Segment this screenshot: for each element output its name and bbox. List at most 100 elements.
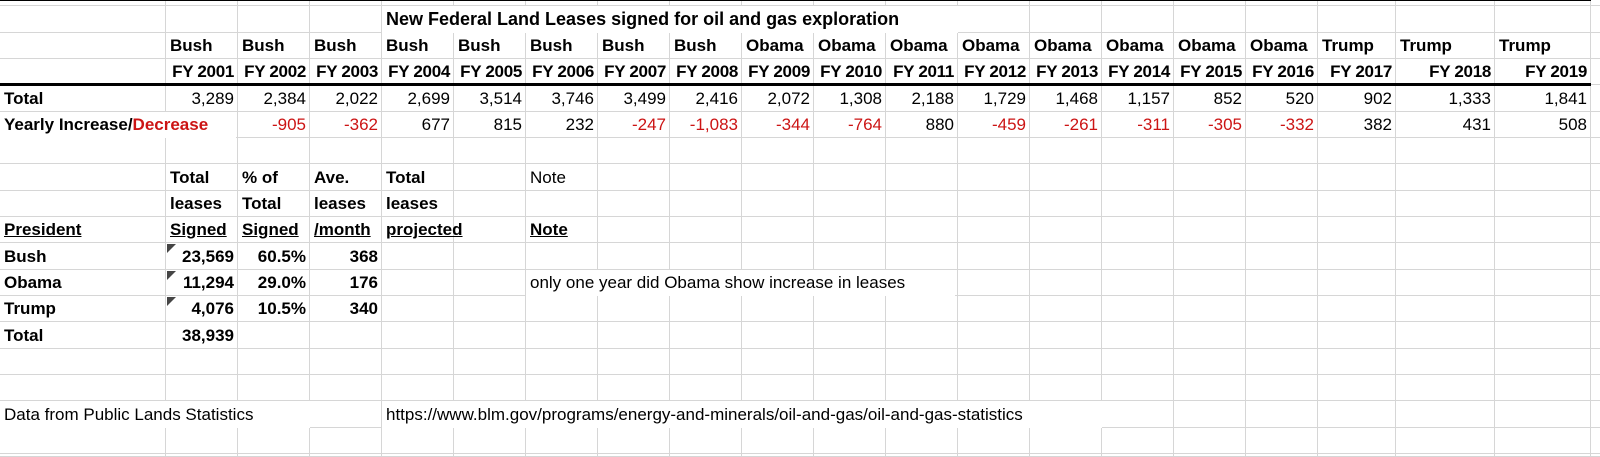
summary-total-leases-bush[interactable]: 23,569 [182, 247, 234, 266]
president-header-cell[interactable]: Trump [1400, 36, 1452, 55]
summary-header-total-leases-3[interactable]: Signed [170, 220, 227, 239]
fiscal-year-cell[interactable]: FY 2013 [1036, 62, 1098, 81]
yearly-change-cell[interactable]: 232 [565, 115, 594, 134]
total-value-cell[interactable]: 1,157 [1127, 89, 1170, 108]
fiscal-year-cell[interactable]: FY 2008 [676, 62, 738, 81]
total-value-cell[interactable]: 1,468 [1055, 89, 1098, 108]
note-column-header[interactable]: Note [530, 220, 568, 239]
total-value-cell[interactable]: 902 [1363, 89, 1392, 108]
president-header-cell[interactable]: Obama [1106, 36, 1164, 55]
yearly-change-cell[interactable]: 431 [1462, 115, 1491, 134]
total-value-cell[interactable]: 520 [1285, 89, 1314, 108]
summary-pct-obama[interactable]: 29.0% [257, 273, 306, 292]
total-value-cell[interactable]: 1,308 [839, 89, 882, 108]
yearly-change-cell[interactable]: 815 [493, 115, 522, 134]
fiscal-year-cell[interactable]: FY 2004 [388, 62, 450, 81]
summary-header-total-leases-2[interactable]: leases [170, 194, 222, 213]
fiscal-year-cell[interactable]: FY 2015 [1180, 62, 1242, 81]
summary-ave-bush[interactable]: 368 [349, 247, 378, 266]
total-value-cell[interactable]: 1,333 [1448, 89, 1491, 108]
total-value-cell[interactable]: 2,384 [263, 89, 306, 108]
fiscal-year-cell[interactable]: FY 2002 [244, 62, 306, 81]
summary-total-leases-obama[interactable]: 11,294 [182, 273, 234, 292]
fiscal-year-cell[interactable]: FY 2017 [1330, 62, 1392, 81]
fiscal-year-cell[interactable]: FY 2016 [1252, 62, 1314, 81]
summary-header-pct-2[interactable]: Total [242, 194, 282, 213]
yearly-change-cell[interactable]: 508 [1558, 115, 1587, 134]
total-value-cell[interactable]: 2,416 [695, 89, 738, 108]
fiscal-year-cell[interactable]: FY 2011 [893, 62, 954, 81]
summary-total-leases-trump[interactable]: 4,076 [191, 299, 234, 318]
president-header-cell[interactable]: Bush [170, 36, 213, 55]
president-header-cell[interactable]: Bush [602, 36, 645, 55]
total-value-cell[interactable]: 852 [1213, 89, 1242, 108]
summary-president-obama[interactable]: Obama [4, 273, 62, 292]
yearly-change-cell[interactable]: -344 [775, 115, 810, 134]
fiscal-year-cell[interactable]: FY 2012 [964, 62, 1026, 81]
president-header-cell[interactable]: Trump [1499, 36, 1551, 55]
summary-header-pct-1[interactable]: % of [242, 168, 278, 187]
yearly-change-cell[interactable]: -905 [271, 115, 306, 134]
summary-header-ave-2[interactable]: leases [314, 194, 366, 213]
fiscal-year-cell[interactable]: FY 2014 [1108, 62, 1170, 81]
fiscal-year-cell[interactable]: FY 2006 [532, 62, 594, 81]
fiscal-year-cell[interactable]: FY 2005 [460, 62, 522, 81]
source-url[interactable]: https://www.blm.gov/programs/energy-and-… [382, 401, 1102, 428]
summary-total-label[interactable]: Total [4, 326, 44, 345]
president-header-cell[interactable]: Trump [1322, 36, 1374, 55]
president-header-cell[interactable]: Bush [674, 36, 717, 55]
summary-header-projected-3[interactable]: projected [386, 220, 463, 239]
yearly-change-cell[interactable]: 880 [925, 115, 954, 134]
president-header-cell[interactable]: Obama [1034, 36, 1092, 55]
summary-header-ave-1[interactable]: Ave. [314, 168, 350, 187]
yearly-row-label[interactable]: Yearly Increase/Decrease [0, 112, 236, 138]
summary-president-bush[interactable]: Bush [4, 247, 47, 266]
president-header-cell[interactable]: Obama [1178, 36, 1236, 55]
fiscal-year-cell[interactable]: FY 2019 [1525, 62, 1587, 81]
summary-header-total-leases-1[interactable]: Total [170, 168, 210, 187]
president-header-cell[interactable]: Obama [890, 36, 948, 55]
fiscal-year-cell[interactable]: FY 2007 [604, 62, 666, 81]
note-text[interactable]: only one year did Obama show increase in… [526, 270, 955, 296]
president-header-cell[interactable]: Bush [242, 36, 285, 55]
president-header-cell[interactable]: Bush [314, 36, 357, 55]
total-value-cell[interactable]: 2,188 [911, 89, 954, 108]
total-value-cell[interactable]: 2,699 [407, 89, 450, 108]
yearly-change-cell[interactable]: -362 [343, 115, 378, 134]
total-row-label[interactable]: Total [4, 89, 44, 108]
summary-president-trump[interactable]: Trump [4, 299, 56, 318]
president-header-cell[interactable]: Obama [1250, 36, 1308, 55]
summary-header-projected-1[interactable]: Total [386, 168, 426, 187]
total-value-cell[interactable]: 1,841 [1544, 89, 1587, 108]
total-value-cell[interactable]: 3,746 [551, 89, 594, 108]
summary-ave-obama[interactable]: 176 [349, 273, 378, 292]
yearly-change-cell[interactable]: 382 [1363, 115, 1392, 134]
yearly-change-cell[interactable]: -1,083 [689, 115, 738, 134]
total-value-cell[interactable]: 3,289 [191, 89, 234, 108]
fiscal-year-cell[interactable]: FY 2003 [316, 62, 378, 81]
president-header-cell[interactable]: Bush [458, 36, 501, 55]
total-value-cell[interactable]: 3,499 [623, 89, 666, 108]
president-column-header[interactable]: President [4, 220, 82, 239]
yearly-change-cell[interactable]: -305 [1207, 115, 1242, 134]
president-header-cell[interactable]: Obama [818, 36, 876, 55]
yearly-change-cell[interactable]: 677 [421, 115, 450, 134]
summary-ave-trump[interactable]: 340 [349, 299, 378, 318]
summary-header-projected-2[interactable]: leases [386, 194, 438, 213]
total-value-cell[interactable]: 2,022 [335, 89, 378, 108]
yearly-change-cell[interactable]: -332 [1279, 115, 1314, 134]
yearly-change-cell[interactable]: -764 [847, 115, 882, 134]
total-value-cell[interactable]: 1,729 [983, 89, 1026, 108]
summary-total-value[interactable]: 38,939 [182, 326, 234, 345]
total-value-cell[interactable]: 3,514 [479, 89, 522, 108]
fiscal-year-cell[interactable]: FY 2018 [1429, 62, 1491, 81]
summary-pct-bush[interactable]: 60.5% [257, 247, 306, 266]
total-value-cell[interactable]: 2,072 [767, 89, 810, 108]
note-column-header-top[interactable]: Note [530, 168, 566, 187]
source-label[interactable]: Data from Public Lands Statistics [0, 401, 310, 428]
president-header-cell[interactable]: Bush [386, 36, 429, 55]
summary-header-pct-3[interactable]: Signed [242, 220, 299, 239]
yearly-change-cell[interactable]: -459 [991, 115, 1026, 134]
yearly-change-cell[interactable]: -311 [1137, 115, 1170, 134]
fiscal-year-cell[interactable]: FY 2001 [172, 62, 234, 81]
